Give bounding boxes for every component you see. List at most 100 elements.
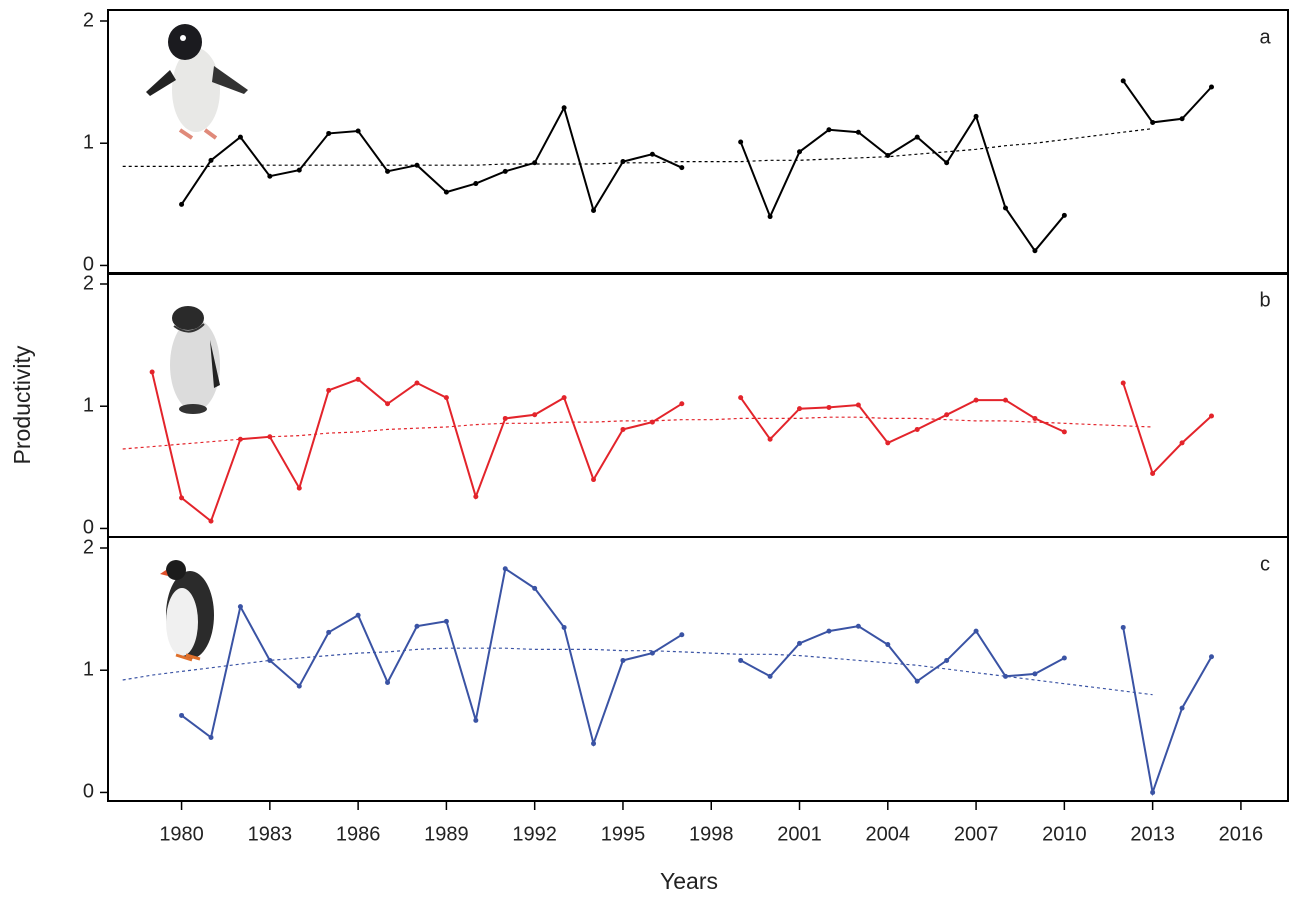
data-point: [237, 134, 243, 140]
data-point: [1179, 705, 1185, 711]
y-tick-label: 1: [83, 659, 94, 681]
data-point: [738, 657, 744, 663]
data-point: [179, 201, 185, 207]
data-point: [326, 387, 332, 393]
data-point: [414, 380, 420, 386]
data-point: [502, 168, 508, 174]
x-tick-label: 2013: [1130, 823, 1175, 845]
data-point: [473, 717, 479, 723]
data-point: [767, 436, 773, 442]
data-point: [179, 712, 185, 718]
data-point: [561, 395, 567, 401]
data-point: [591, 207, 597, 213]
data-point: [1061, 429, 1067, 435]
data-point: [502, 415, 508, 421]
x-tick-label: 1992: [512, 823, 557, 845]
x-tick-label: 2016: [1219, 823, 1264, 845]
y-tick-label: 0: [83, 254, 94, 276]
data-point: [767, 214, 773, 220]
data-point: [620, 426, 626, 432]
data-point: [914, 134, 920, 140]
y-tick-label: 2: [83, 9, 94, 31]
data-point: [797, 149, 803, 155]
data-point: [267, 173, 273, 179]
data-point: [149, 369, 155, 375]
data-point: [797, 406, 803, 412]
data-point: [1150, 119, 1156, 125]
data-point: [1150, 470, 1156, 476]
x-tick-label: 1989: [424, 823, 469, 845]
data-point: [1150, 789, 1156, 795]
panel-frame: [107, 536, 1289, 802]
x-tick-label: 1983: [248, 823, 293, 845]
data-point: [1208, 413, 1214, 419]
data-point: [885, 440, 891, 446]
x-tick-label: 1986: [336, 823, 381, 845]
data-point: [649, 151, 655, 157]
data-point: [826, 628, 832, 634]
y-axis-label: Productivity: [9, 345, 35, 464]
data-point: [296, 683, 302, 689]
data-point: [826, 127, 832, 133]
data-point: [326, 130, 332, 136]
data-point: [385, 679, 391, 685]
data-point: [385, 401, 391, 407]
data-point: [973, 628, 979, 634]
data-point: [561, 105, 567, 111]
trend-line: [122, 416, 1153, 450]
data-point: [267, 657, 273, 663]
data-point: [797, 640, 803, 646]
x-tick-label: 1995: [601, 823, 646, 845]
data-point: [1032, 671, 1038, 677]
data-point: [1120, 78, 1126, 84]
y-tick-label: 1: [83, 395, 94, 417]
data-point: [1003, 205, 1009, 211]
data-point: [1179, 440, 1185, 446]
data-point: [443, 395, 449, 401]
data-point: [355, 612, 361, 618]
data-point: [296, 167, 302, 173]
data-point: [1061, 655, 1067, 661]
data-point: [1003, 673, 1009, 679]
data-point: [208, 157, 214, 163]
panel-frame: [107, 272, 1289, 538]
data-point: [620, 657, 626, 663]
penguin-chinstrap: [170, 306, 220, 414]
data-point: [532, 585, 538, 591]
x-axis-label: Years: [660, 868, 718, 894]
data-point: [1120, 624, 1126, 630]
trend-line: [122, 647, 1153, 696]
data-point: [443, 618, 449, 624]
y-tick-label: 0: [83, 517, 94, 539]
data-point: [944, 657, 950, 663]
data-point: [237, 604, 243, 610]
data-point: [649, 650, 655, 656]
data-point: [591, 741, 597, 747]
data-point: [1032, 415, 1038, 421]
panel-frame: [107, 9, 1289, 275]
data-point: [1120, 380, 1126, 386]
data-point: [855, 623, 861, 629]
y-tick-label: 2: [83, 272, 94, 294]
data-point: [443, 189, 449, 195]
data-point: [561, 624, 567, 630]
data-point: [473, 181, 479, 187]
data-point: [296, 485, 302, 491]
y-tick-label: 2: [83, 536, 94, 558]
data-point: [532, 412, 538, 418]
data-point: [1032, 248, 1038, 254]
data-point: [1061, 212, 1067, 218]
data-point: [973, 113, 979, 119]
data-point: [944, 160, 950, 166]
data-point: [914, 426, 920, 432]
y-tick-label: 0: [83, 781, 94, 803]
penguin-gentoo: [160, 560, 214, 662]
data-point: [738, 139, 744, 145]
data-point: [1003, 397, 1009, 403]
data-point: [591, 477, 597, 483]
data-point: [885, 642, 891, 648]
panel-label: b: [1259, 289, 1270, 311]
data-point: [767, 673, 773, 679]
data-point: [385, 168, 391, 174]
